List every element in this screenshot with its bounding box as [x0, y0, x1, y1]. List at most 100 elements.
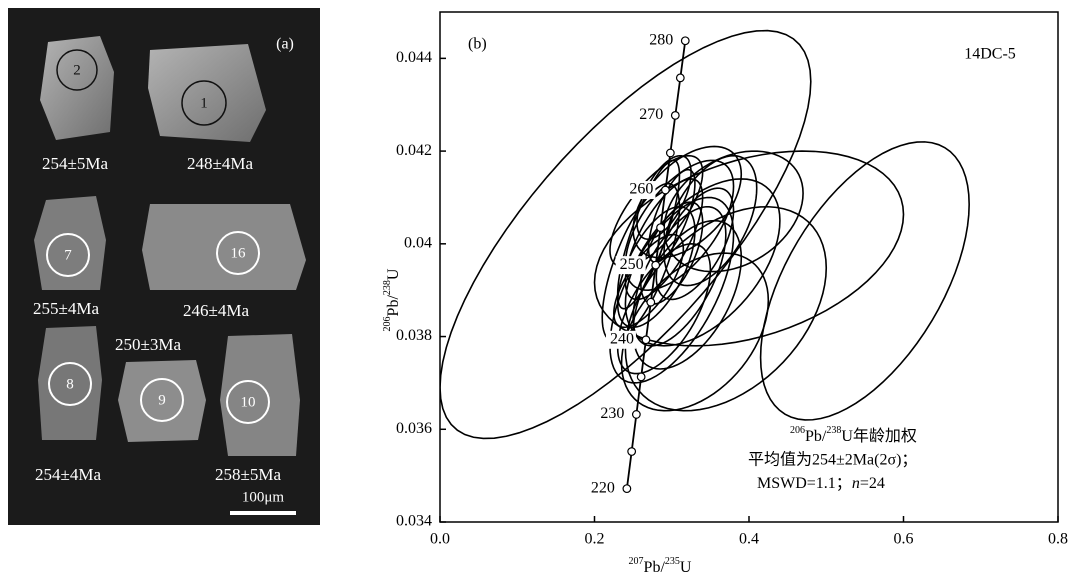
concordia-marker [665, 148, 675, 158]
label-part: 238 [382, 280, 393, 295]
grain-age: 246±4Ma [183, 301, 249, 320]
spot-number: 16 [231, 245, 247, 261]
zircon-grain [40, 36, 114, 140]
spot-circle [226, 380, 270, 424]
y-tick-label: 0.036 [396, 420, 432, 437]
concordia-marker [656, 223, 665, 232]
grain-age: 248±4Ma [187, 154, 253, 173]
concordia-marker [661, 185, 670, 195]
spot-circle [56, 49, 98, 91]
age-label-bg [625, 181, 656, 200]
concordia-marker [636, 372, 646, 382]
plot-area [440, 29, 970, 489]
age-label-bg [645, 31, 676, 50]
age-label-bg [635, 106, 666, 125]
x-tick-label: 0.4 [739, 531, 759, 548]
error-ellipse [759, 141, 970, 421]
age-label-bg [596, 405, 627, 424]
y-tick-label: 0.04 [404, 234, 432, 251]
annotation: 206Pb/238U年龄加权 [790, 425, 917, 444]
spot-circle [140, 378, 184, 422]
label-part: MSWD=1.1； [757, 475, 852, 492]
concordia-marker [675, 73, 685, 83]
panel-b: 0.0 0.2 0.4 0.6 0.8 0.034 0.036 0.038 0.04 0.042 0… [382, 11, 1068, 576]
label-part: 235 [665, 556, 680, 567]
error-ellipse [655, 187, 735, 301]
label-part: Pb/ [805, 428, 827, 445]
x-axis-label: 207Pb/235U [629, 556, 692, 575]
spot-circle [181, 80, 227, 126]
plot-frame [439, 11, 1059, 523]
annotation: 平均值为254±2Ma(2σ)； [748, 451, 917, 469]
error-ellipse [440, 29, 812, 440]
spot-number: 10 [241, 394, 256, 410]
concordia-marker [641, 335, 651, 345]
age-label-bg [605, 330, 636, 349]
concordia-age-label: 230 [600, 405, 624, 422]
spot-circle [46, 233, 90, 277]
concordia-age-label: 270 [639, 106, 663, 123]
spot-number: 9 [158, 392, 166, 408]
label-part: U [385, 268, 402, 280]
concordia-marker [670, 110, 680, 120]
y-tick-label: 0.038 [396, 327, 432, 344]
sample-name: 14DC-5 [964, 46, 1016, 63]
annotation: MSWD=1.1；n=24 [757, 475, 885, 492]
panel-a: 2 1 7 16 8 9 10 254±5Ma 248±4Ma 255±4Ma … [8, 8, 320, 525]
zircon-grain [34, 196, 106, 290]
label-part: Pb/ [644, 559, 666, 576]
x-tick-label: 0.8 [1048, 531, 1068, 548]
scale-bar-label: 100μm [242, 489, 285, 505]
zircon-grain [220, 334, 300, 456]
concordia-marker [622, 484, 632, 494]
x-tick-label: 0.6 [894, 531, 914, 548]
concordia-marker [651, 260, 661, 270]
label-part: n [852, 475, 860, 492]
label-part: 206 [382, 316, 393, 331]
concordia-marker [627, 447, 637, 456]
spot-circle [216, 231, 260, 275]
label-part: Pb/ [385, 295, 402, 317]
grain-age: 254±5Ma [42, 154, 108, 173]
spot-number: 2 [73, 62, 81, 78]
panel-label: (b) [468, 36, 487, 53]
label-part: 206 [790, 425, 805, 436]
spot-number: 7 [64, 247, 72, 263]
age-label-bg [615, 256, 646, 275]
label-part: U年龄加权 [841, 427, 917, 445]
y-tick-label: 0.044 [396, 49, 432, 66]
concordia-marker [631, 410, 641, 419]
x-tick-label: 0.0 [430, 531, 450, 548]
grain-age: 255±4Ma [33, 299, 99, 318]
concordia-age-label: 220 [591, 479, 615, 496]
error-ellipse [613, 233, 685, 329]
error-ellipse [620, 252, 770, 412]
error-ellipse [636, 154, 692, 240]
age-label-bg [586, 479, 617, 498]
y-tick-label: 0.034 [396, 513, 432, 530]
zircon-grain [118, 360, 206, 442]
grain-age: 254±4Ma [35, 465, 101, 484]
concordia-marker [680, 36, 690, 46]
spot-number: 8 [66, 376, 74, 392]
label-part: U [680, 559, 692, 576]
y-tick-label: 0.042 [396, 142, 432, 159]
panel-label: (a) [276, 36, 294, 53]
concordia-age-label: 280 [649, 31, 673, 48]
concordia-age-label: 250 [620, 256, 644, 273]
x-tick-label: 0.2 [585, 531, 605, 548]
spot-number: 1 [200, 95, 208, 111]
grain-age: 258±5Ma [215, 465, 281, 484]
zircon-grain [142, 204, 306, 290]
grain-age: 250±3Ma [115, 335, 181, 354]
spot-circle [48, 362, 92, 406]
y-axis-label: 206Pb/238U [382, 268, 401, 331]
error-ellipse [624, 205, 828, 412]
error-ellipse [632, 145, 743, 259]
error-ellipse [601, 182, 681, 342]
label-part: =24 [860, 475, 885, 492]
concordia-age-label: 260 [629, 181, 653, 198]
label-part: 238 [826, 425, 841, 436]
concordia-age-label: 240 [610, 330, 634, 347]
